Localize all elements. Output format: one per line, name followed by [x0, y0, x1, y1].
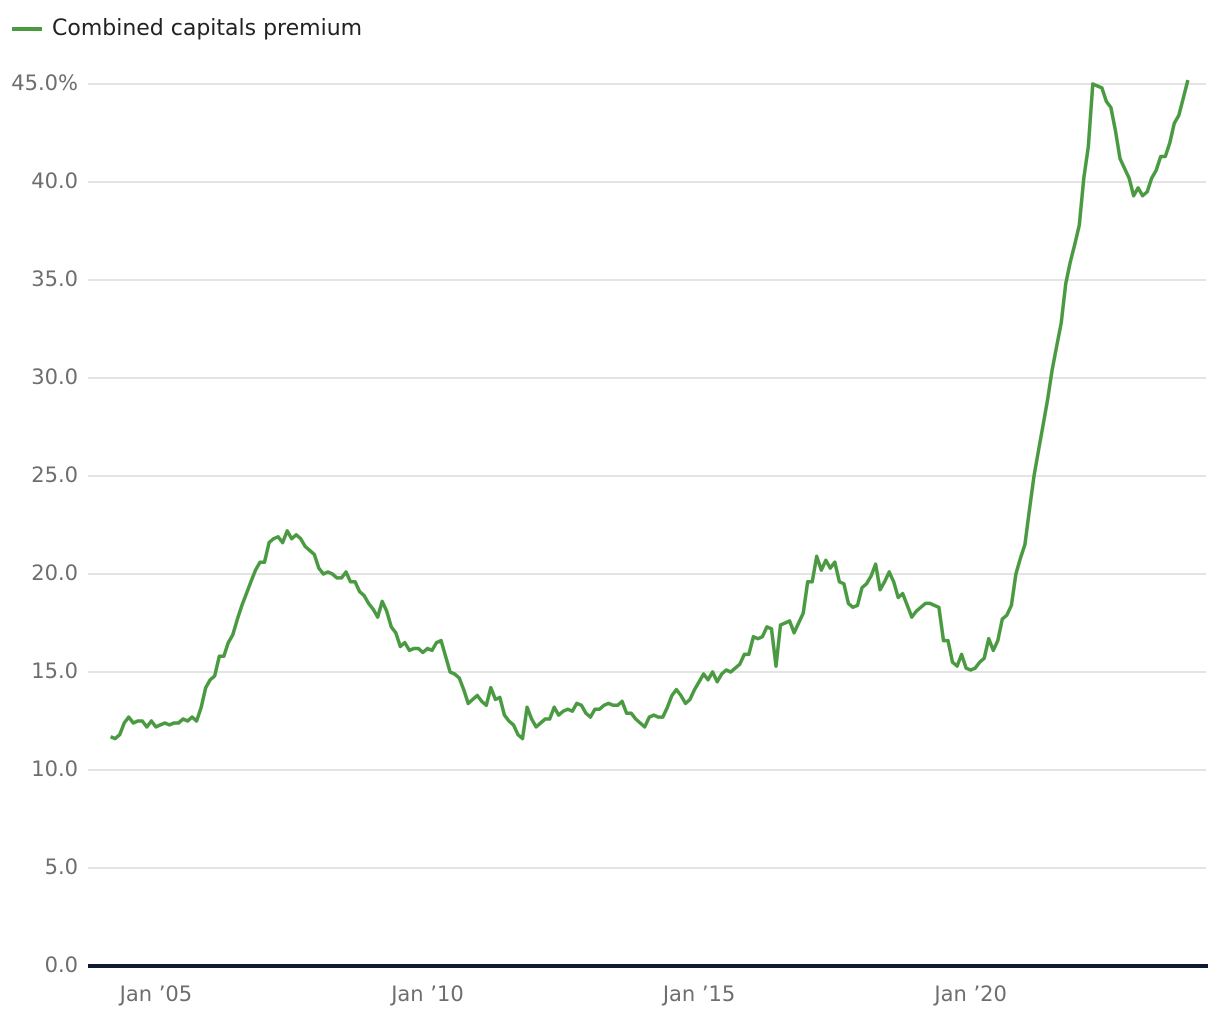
x-tick-label: Jan ’05 — [118, 982, 192, 1006]
y-tick-label: 35.0 — [31, 267, 78, 291]
x-tick-label: Jan ’10 — [389, 982, 463, 1006]
y-tick-label: 40.0 — [31, 169, 78, 193]
y-tick-label: 0.0 — [45, 953, 78, 977]
y-tick-label: 10.0 — [31, 757, 78, 781]
y-tick-label: 45.0% — [11, 71, 78, 95]
y-tick-label: 5.0 — [45, 855, 78, 879]
legend-label: Combined capitals premium — [52, 16, 362, 41]
y-tick-label: 30.0 — [31, 365, 78, 389]
x-tick-label: Jan ’20 — [932, 982, 1006, 1006]
line — [109, 79, 1190, 741]
y-tick-label: 25.0 — [31, 463, 78, 487]
x-tick-label: Jan ’15 — [661, 982, 735, 1006]
y-tick-label: 15.0 — [31, 659, 78, 683]
y-tick-label: 20.0 — [31, 561, 78, 585]
